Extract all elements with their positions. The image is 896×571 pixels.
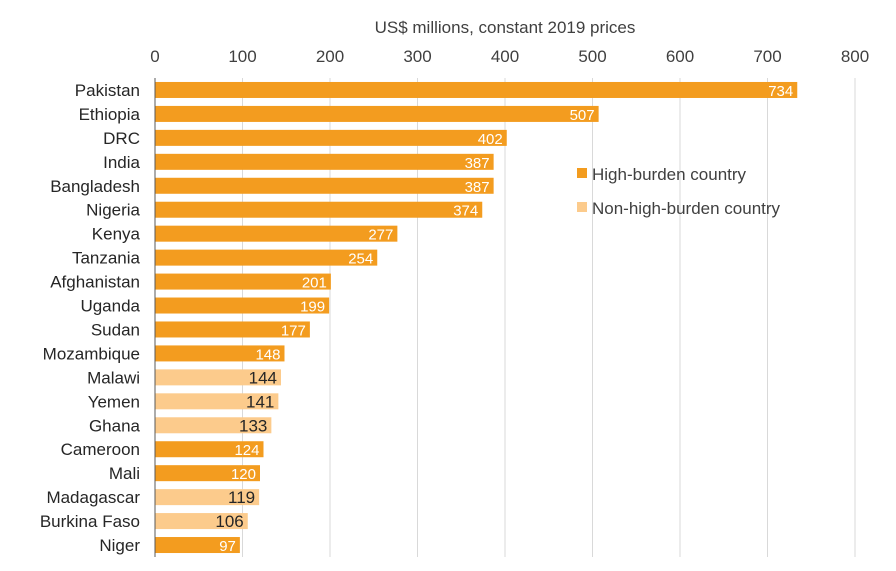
- bar-bangladesh: [155, 177, 494, 194]
- legend-swatch-high-burden: [577, 168, 587, 178]
- value-label-india: 387: [465, 155, 490, 172]
- bar-uganda: [155, 297, 330, 314]
- category-label-afghanistan: Afghanistan: [50, 273, 140, 292]
- bar-yemen: [155, 393, 279, 410]
- category-label-nigeria: Nigeria: [86, 201, 140, 220]
- value-label-cameroon: 124: [234, 442, 259, 459]
- category-label-kenya: Kenya: [92, 225, 141, 244]
- value-label-madagascar: 119: [228, 488, 255, 507]
- category-label-sudan: Sudan: [91, 320, 140, 339]
- legend-swatch-non-high-burden: [577, 202, 587, 212]
- bar-kenya: [155, 225, 398, 242]
- category-label-yemen: Yemen: [88, 392, 140, 411]
- x-axis-ticks: 0 100 200 300 400 500 600 700 800: [150, 47, 869, 66]
- value-label-ethiopia: 507: [570, 107, 595, 124]
- bar-ethiopia: [155, 105, 599, 122]
- x-tick-label-800: 800: [841, 47, 869, 66]
- value-label-burkina-faso: 106: [215, 512, 243, 531]
- bar-india: [155, 153, 494, 170]
- bar-pakistan: [155, 81, 798, 98]
- gridlines: [242, 78, 856, 557]
- bar-mali: [155, 465, 260, 482]
- x-tick-label-400: 400: [491, 47, 519, 66]
- category-label-pakistan: Pakistan: [75, 81, 140, 100]
- value-label-afghanistan: 201: [302, 275, 327, 292]
- bar-nigeria: [155, 201, 483, 218]
- category-label-drc: DRC: [103, 129, 140, 148]
- value-label-drc: 402: [478, 131, 503, 148]
- bar-tanzania: [155, 249, 378, 266]
- category-label-tanzania: Tanzania: [72, 249, 141, 268]
- bar-afghanistan: [155, 273, 331, 290]
- x-tick-label-700: 700: [753, 47, 781, 66]
- value-label-bangladesh: 387: [465, 179, 490, 196]
- x-tick-label-500: 500: [578, 47, 606, 66]
- value-label-mali: 120: [231, 466, 256, 483]
- category-label-madagascar: Madagascar: [46, 488, 140, 507]
- category-label-mozambique: Mozambique: [43, 344, 140, 363]
- bar-malawi: [155, 369, 281, 386]
- bar-burkina-faso: [155, 513, 248, 530]
- category-label-cameroon: Cameroon: [61, 440, 140, 459]
- category-label-mali: Mali: [109, 464, 140, 483]
- category-label-burkina-faso: Burkina Faso: [40, 512, 140, 531]
- category-label-india: India: [103, 153, 140, 172]
- legend-label-high-burden: High-burden country: [592, 165, 747, 184]
- bar-sudan: [155, 321, 310, 338]
- category-label-bangladesh: Bangladesh: [50, 177, 140, 196]
- value-label-niger: 97: [219, 538, 236, 555]
- x-tick-label-300: 300: [403, 47, 431, 66]
- category-label-niger: Niger: [99, 536, 140, 555]
- x-tick-label-0: 0: [150, 47, 159, 66]
- x-axis-title: US$ millions, constant 2019 prices: [375, 18, 636, 37]
- value-label-malawi: 144: [249, 368, 277, 387]
- value-label-mozambique: 148: [255, 346, 280, 363]
- category-label-uganda: Uganda: [80, 297, 140, 316]
- bar-madagascar: [155, 489, 260, 506]
- value-label-tanzania: 254: [348, 251, 373, 268]
- category-labels: Pakistan Ethiopia DRC India Bangladesh Nigeri…: [40, 81, 141, 555]
- bar-mozambique: [155, 345, 285, 362]
- category-label-ethiopia: Ethiopia: [79, 105, 141, 124]
- bar-drc: [155, 129, 507, 146]
- bar-cameroon: [155, 441, 264, 458]
- category-label-ghana: Ghana: [89, 416, 141, 435]
- x-tick-label-200: 200: [316, 47, 344, 66]
- value-label-pakistan: 734: [768, 83, 793, 100]
- value-label-ghana: 133: [239, 416, 267, 435]
- x-tick-label-100: 100: [228, 47, 256, 66]
- value-label-kenya: 277: [368, 227, 393, 244]
- bar-ghana: [155, 417, 272, 434]
- x-tick-label-600: 600: [666, 47, 694, 66]
- legend: High-burden country Non-high-burden coun…: [577, 165, 781, 218]
- value-label-yemen: 141: [246, 392, 274, 411]
- category-label-malawi: Malawi: [87, 368, 140, 387]
- value-label-sudan: 177: [281, 322, 306, 339]
- bar-niger: [155, 537, 240, 554]
- value-label-uganda: 199: [300, 299, 325, 316]
- legend-label-non-high-burden: Non-high-burden country: [592, 199, 781, 218]
- bars: [155, 81, 798, 554]
- value-label-nigeria: 374: [453, 203, 478, 220]
